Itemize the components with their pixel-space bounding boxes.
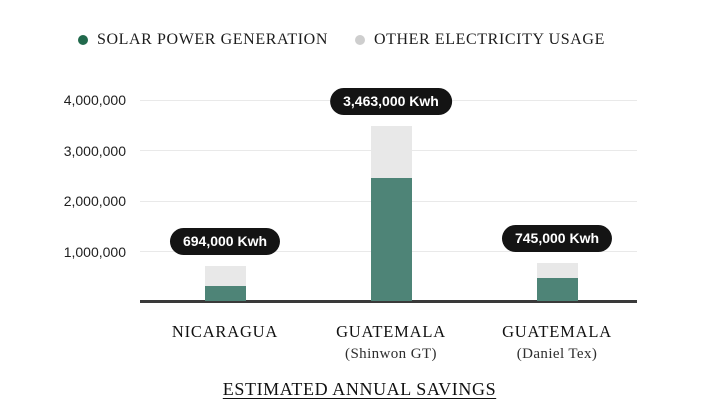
legend-label-other: OTHER ELECTRICITY USAGE — [373, 31, 605, 48]
bar-segment-other — [536, 263, 578, 278]
x-axis-line — [140, 300, 637, 303]
legend-swatch-solar-icon — [78, 35, 88, 45]
value-badge: 3,463,000 Kwh — [330, 88, 452, 116]
bar-segment-solar — [204, 285, 246, 301]
bar-segment-solar — [536, 277, 578, 301]
legend: SOLAR POWER GENERATION OTHER ELECTRICITY… — [78, 31, 605, 49]
x-axis-sublabel: (Daniel Tex) — [516, 346, 598, 362]
value-badge: 694,000 Kwh — [169, 227, 281, 255]
y-tick-label: 2,000,000 — [63, 193, 126, 209]
bar-segment-other — [204, 265, 246, 286]
x-axis-sublabel: (Shinwon GT) — [345, 346, 437, 362]
y-tick-label: 4,000,000 — [63, 92, 126, 108]
x-axis-label: NICARAGUA — [171, 322, 279, 341]
legend-item-solar: SOLAR POWER GENERATION — [78, 31, 328, 49]
y-tick-label: 3,000,000 — [63, 142, 126, 159]
legend-item-other: OTHER ELECTRICITY USAGE — [354, 31, 605, 49]
x-axis-label: GUATEMALA — [502, 322, 612, 341]
legend-label-solar: SOLAR POWER GENERATION — [97, 31, 328, 48]
bar-segment-other — [370, 126, 412, 179]
chart-title: ESTIMATED ANNUAL SAVINGS — [222, 379, 497, 399]
bar-segment-solar — [370, 178, 412, 301]
legend-swatch-other-icon — [354, 35, 365, 45]
value-badge: 745,000 Kwh — [501, 225, 613, 253]
x-axis-label: GUATEMALA — [336, 322, 446, 341]
y-tick-label: 1,000,000 — [63, 243, 126, 260]
